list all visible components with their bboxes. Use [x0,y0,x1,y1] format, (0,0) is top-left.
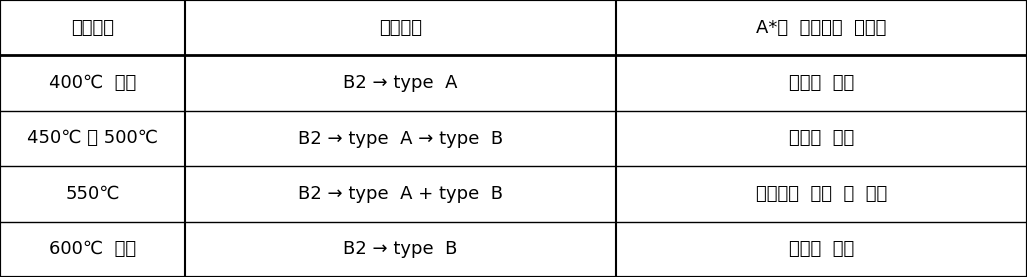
Text: 지속적  상승: 지속적 상승 [789,240,854,258]
Text: B2 → type  A + type  B: B2 → type A + type B [298,185,503,203]
Text: B2 → type  A: B2 → type A [343,74,458,92]
Text: B2 → type  A → type  B: B2 → type A → type B [298,130,503,147]
Text: A*의  시효시간  의존성: A*의 시효시간 의존성 [757,19,886,37]
Text: 석출거동: 석출거동 [379,19,422,37]
Text: 550℃: 550℃ [65,185,120,203]
Text: 450℃ ～ 500℃: 450℃ ～ 500℃ [27,130,158,147]
Text: B2 → type  B: B2 → type B [343,240,458,258]
Text: 일정온도  유지  후  상승: 일정온도 유지 후 상승 [756,185,887,203]
Text: 600℃  이상: 600℃ 이상 [49,240,136,258]
Text: 400℃  이하: 400℃ 이하 [49,74,136,92]
Text: 시효온도: 시효온도 [71,19,114,37]
Text: 지속적  저하: 지속적 저하 [789,74,854,92]
Text: 감소후  상승: 감소후 상승 [789,130,854,147]
